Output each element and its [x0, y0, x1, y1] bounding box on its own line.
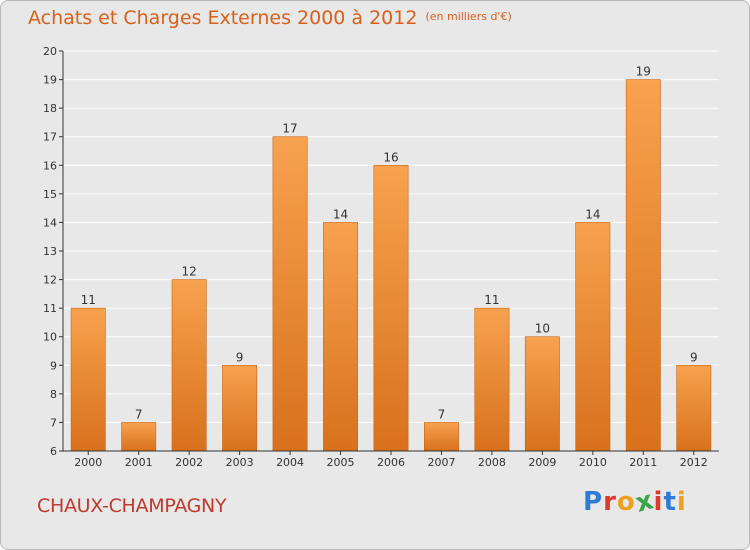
data-label: 14 — [585, 207, 600, 221]
y-tick-label: 6 — [50, 445, 57, 458]
bar — [272, 136, 308, 452]
bar — [424, 422, 459, 452]
x-tick-label: 2006 — [377, 456, 405, 469]
y-tick-label: 8 — [50, 388, 57, 401]
data-label: 9 — [236, 350, 244, 364]
x-tick-label: 2000 — [74, 456, 102, 469]
data-label: 11 — [484, 293, 499, 307]
y-tick-label: 19 — [43, 74, 57, 87]
bar — [373, 164, 409, 452]
data-label: 10 — [535, 322, 550, 336]
bar — [323, 222, 358, 452]
x-tick-label: 2010 — [579, 456, 607, 469]
data-label: 19 — [636, 65, 651, 79]
bar — [70, 307, 106, 452]
y-tick-label: 20 — [43, 45, 57, 58]
y-tick-label: 11 — [43, 302, 57, 315]
logo-letter: r — [603, 487, 617, 517]
y-tick-label: 7 — [50, 416, 57, 429]
bar — [222, 364, 258, 452]
title-text: Achats et Charges Externes 2000 à 2012 — [28, 7, 418, 29]
y-tick-label: 12 — [43, 274, 57, 287]
x-tick-label: 2005 — [327, 456, 355, 469]
y-tick-label: 15 — [43, 188, 57, 201]
data-label: 14 — [333, 207, 348, 221]
x-tick-label: 2011 — [629, 456, 657, 469]
bars: 11 7 12 9 17 14 16 7 11 10 14 19 9 — [70, 65, 712, 452]
y-tick-label: 10 — [43, 331, 57, 344]
data-label: 12 — [182, 265, 197, 279]
data-label: 11 — [81, 293, 96, 307]
x-tick-label: 2012 — [680, 456, 708, 469]
logo-letter: t — [663, 487, 677, 517]
x-tick-label: 2002 — [175, 456, 203, 469]
x-tick-label: 2001 — [125, 456, 153, 469]
y-tick-label: 13 — [43, 245, 57, 258]
logo-letter: i — [676, 487, 687, 517]
bar — [676, 364, 712, 452]
x-tick-label: 2007 — [427, 456, 455, 469]
x-tick-label: 2003 — [226, 456, 254, 469]
y-tick-label: 18 — [43, 102, 57, 115]
proxiti-logo: Proxiti — [583, 485, 687, 519]
bar — [171, 279, 207, 452]
chart-subtitle: (en milliers d'€) — [425, 10, 512, 23]
logo-letter: i — [653, 487, 664, 517]
y-tick-label: 9 — [50, 359, 57, 372]
data-label: 16 — [383, 150, 398, 164]
data-label: 7 — [438, 407, 446, 421]
bar — [575, 222, 611, 452]
y-tick-label: 17 — [43, 131, 57, 144]
data-label: 7 — [135, 407, 143, 421]
y-tick-label: 14 — [43, 216, 57, 229]
bar — [625, 79, 661, 452]
axes: 6 7 8 9 10 11 12 13 14 15 16 17 18 19 20 2000 2001 2002 20… — [43, 45, 719, 469]
commune-name: CHAUX-CHAMPAGNY — [37, 495, 227, 517]
x-tick-label: 2004 — [276, 456, 304, 469]
logo-letter: P — [583, 487, 604, 517]
bar — [524, 336, 560, 452]
y-tick-label: 16 — [43, 159, 57, 172]
bar — [474, 307, 510, 452]
data-label: 9 — [690, 350, 698, 364]
data-label: 17 — [282, 122, 297, 136]
x-tick-label: 2009 — [528, 456, 556, 469]
chart-title: Achats et Charges Externes 2000 à 2012 (e… — [28, 7, 512, 29]
bar — [121, 422, 157, 452]
x-tick-label: 2008 — [478, 456, 506, 469]
logo-letter: o — [616, 487, 636, 517]
